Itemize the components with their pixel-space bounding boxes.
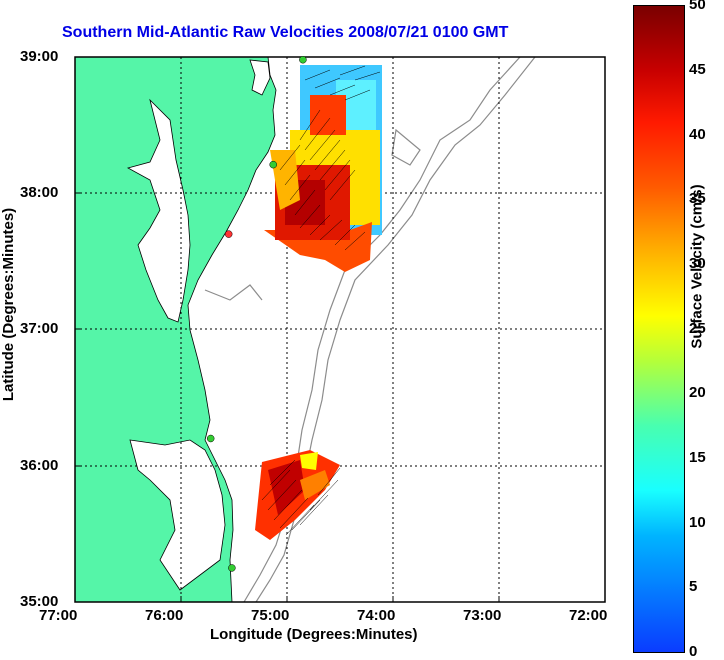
chart-title: Southern Mid-Atlantic Raw Velocities 200… [62, 24, 509, 41]
y-tick-label: 36:00 [20, 457, 59, 474]
station-markers [206, 55, 307, 572]
station-marker [228, 564, 236, 572]
colorbar-tick: 20 [689, 384, 706, 401]
y-axis-label: Latitude (Degrees:Minutes) [0, 207, 18, 402]
chesapeake-bay [126, 98, 191, 323]
x-axis-label: Longitude (Degrees:Minutes) [210, 626, 418, 643]
colorbar-label: Surface Velocity (cm/s) [688, 184, 706, 349]
colorbar-tick: 25 [689, 320, 706, 337]
colorbar-tick: 35 [689, 190, 706, 207]
x-tick-label: 77:00 [39, 607, 78, 624]
velocity-vectors [261, 65, 381, 536]
axis-ticks [75, 192, 500, 602]
y-tick-label: 35:00 [20, 593, 59, 610]
x-tick-label: 74:00 [357, 607, 396, 624]
x-tick-label: 73:00 [463, 607, 502, 624]
colorbar-tick: 30 [689, 255, 706, 272]
y-tick-label: 39:00 [20, 48, 59, 65]
colorbar-tick: 50 [689, 0, 706, 13]
colorbar-tick: 0 [689, 643, 698, 660]
delaware-bay [249, 59, 271, 96]
x-tick-label: 72:00 [569, 607, 608, 624]
velocity-field-north [264, 65, 382, 272]
colorbar [633, 5, 685, 653]
colorbar-tick: 15 [689, 449, 706, 466]
x-tick-label: 76:00 [145, 607, 184, 624]
colorbar-tick: 10 [689, 514, 706, 531]
station-marker [224, 230, 233, 238]
x-tick-label: 75:00 [251, 607, 290, 624]
pamlico-sound [129, 439, 226, 591]
station-marker [299, 55, 307, 64]
colorbar-tick: 45 [689, 61, 706, 78]
station-marker [206, 434, 215, 443]
colorbar-tick: 5 [689, 578, 698, 595]
colorbar-tick: 40 [689, 126, 706, 143]
y-tick-label: 37:00 [20, 320, 59, 337]
y-tick-label: 38:00 [20, 184, 59, 201]
station-marker [269, 160, 277, 169]
